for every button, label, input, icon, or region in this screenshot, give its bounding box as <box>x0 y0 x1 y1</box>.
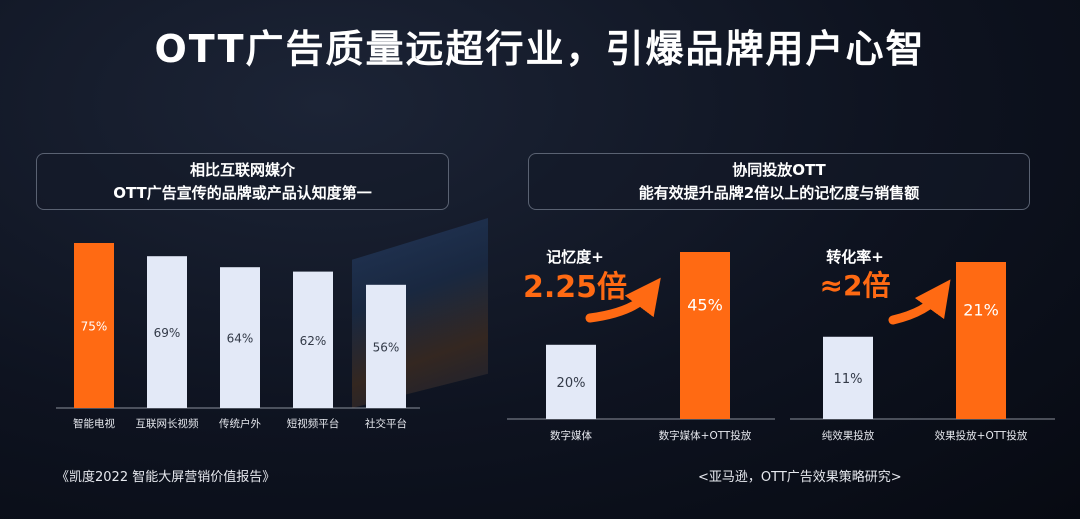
data-label: 11% <box>834 372 863 387</box>
category-label: 效果投放+OTT投放 <box>935 429 1028 442</box>
right-header-line2: 能有效提升品牌2倍以上的记忆度与销售额 <box>638 183 920 202</box>
category-label: 纯效果投放 <box>822 429 875 442</box>
chart-memory-uplift: 20% 数字媒体 45% 数字媒体+OTT投放 记忆度+ 2.25倍 <box>507 248 775 442</box>
left-panel-header: 相比互联网媒介 OTT广告宣传的品牌或产品认知度第一 <box>36 153 449 210</box>
category-label: 数字媒体+OTT投放 <box>659 429 752 442</box>
category-label: 互联网长视频 <box>136 417 199 430</box>
annotation-value: ≈2倍 <box>820 269 891 302</box>
data-label: 69% <box>154 326 181 340</box>
data-label: 62% <box>300 334 327 348</box>
bar <box>823 336 873 419</box>
trend-arrow <box>888 279 951 325</box>
left-source-note: 《凯度2022 智能大屏营销价值报告》 <box>56 470 276 485</box>
right-header-line1: 协同投放OTT <box>732 160 826 179</box>
data-label: 45% <box>687 296 723 315</box>
category-label: 智能电视 <box>73 417 115 430</box>
bar <box>546 344 596 419</box>
annotation-value: 2.25倍 <box>523 270 627 305</box>
right-source-note: <亚马逊，OTT广告效果策略研究> <box>698 470 902 485</box>
bar <box>956 262 1006 419</box>
data-label: 21% <box>963 301 999 320</box>
bar <box>366 284 406 408</box>
data-label: 75% <box>81 320 108 334</box>
bar <box>293 271 333 408</box>
trend-arrow <box>585 277 661 323</box>
bar <box>680 252 730 419</box>
data-label: 64% <box>227 332 254 346</box>
bar <box>220 267 260 408</box>
bar <box>74 243 114 408</box>
page-title: OTT广告质量远超行业，引爆品牌用户心智 <box>154 27 926 71</box>
right-panel-header: 协同投放OTT 能有效提升品牌2倍以上的记忆度与销售额 <box>528 153 1030 210</box>
data-label: 56% <box>373 340 400 354</box>
category-label: 短视频平台 <box>287 417 340 430</box>
annotation-label: 转化率+ <box>826 248 884 266</box>
data-label: 20% <box>557 376 586 391</box>
annotation-label: 记忆度+ <box>546 248 604 266</box>
left-header-line1: 相比互联网媒介 <box>189 160 295 179</box>
category-label: 传统户外 <box>219 417 261 430</box>
category-label: 社交平台 <box>365 417 407 430</box>
chart-brand-awareness: 75% 智能电视 69% 互联网长视频 64% 传统户外 62% 短视频平台 56% 社交平台 <box>56 243 420 430</box>
left-header-line2: OTT广告宣传的品牌或产品认知度第一 <box>113 183 372 202</box>
chart-conversion-uplift: 11% 纯效果投放 21% 效果投放+OTT投放 转化率+ ≈2倍 <box>790 248 1055 442</box>
category-label: 数字媒体 <box>550 429 592 442</box>
bar <box>147 256 187 408</box>
